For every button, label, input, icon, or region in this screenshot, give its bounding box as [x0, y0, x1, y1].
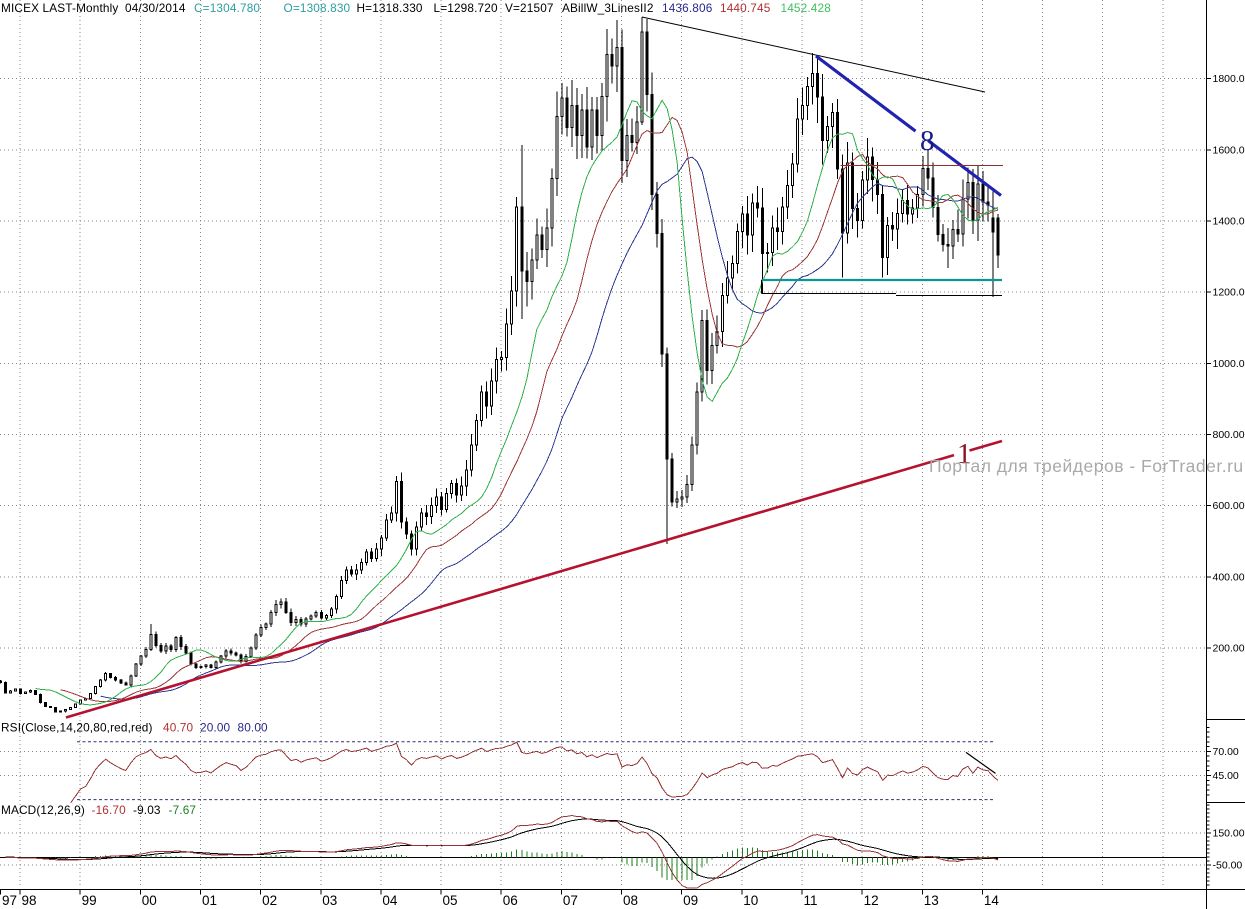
svg-text:01: 01: [202, 893, 217, 908]
svg-text:04/30/2014: 04/30/2014: [125, 1, 186, 15]
svg-text:H=1318.330: H=1318.330: [357, 1, 423, 15]
svg-text:1: 1: [957, 438, 972, 470]
svg-text:12: 12: [864, 893, 879, 908]
svg-text:1440.745: 1440.745: [720, 1, 771, 15]
svg-text:70.00: 70.00: [1213, 746, 1239, 758]
svg-text:14: 14: [984, 893, 1000, 908]
svg-text:99: 99: [82, 893, 97, 908]
svg-text:13: 13: [924, 893, 939, 908]
svg-text:MICEX LAST-Monthly: MICEX LAST-Monthly: [1, 1, 118, 15]
svg-text:80.00: 80.00: [238, 721, 269, 735]
svg-text:45.00: 45.00: [1213, 770, 1239, 782]
svg-text:1800.00: 1800.00: [1213, 73, 1245, 85]
svg-text:200.00: 200.00: [1213, 643, 1245, 655]
svg-text:08: 08: [623, 893, 638, 908]
svg-text:-16.70: -16.70: [92, 803, 127, 817]
svg-text:1400.00: 1400.00: [1213, 215, 1245, 227]
svg-text:06: 06: [503, 893, 518, 908]
svg-text:1436.806: 1436.806: [662, 1, 713, 15]
svg-text:400.00: 400.00: [1213, 571, 1245, 583]
svg-text:-7.67: -7.67: [169, 803, 197, 817]
svg-text:40.70: 40.70: [163, 721, 194, 735]
svg-text:1600.00: 1600.00: [1213, 144, 1245, 156]
svg-text:-9.03: -9.03: [133, 803, 161, 817]
svg-text:1000.00: 1000.00: [1213, 358, 1245, 370]
svg-text:MACD(12,26,9): MACD(12,26,9): [1, 803, 85, 817]
svg-text:V=21507: V=21507: [505, 1, 554, 15]
svg-text:600.00: 600.00: [1213, 500, 1245, 512]
svg-text:C=1304.780: C=1304.780: [194, 1, 260, 15]
svg-text:8: 8: [920, 125, 935, 157]
svg-text:04: 04: [382, 893, 398, 908]
svg-text:98: 98: [22, 893, 37, 908]
svg-text:03: 03: [322, 893, 337, 908]
svg-text:RSI(Close,14,20,80,red,red): RSI(Close,14,20,80,red,red): [1, 721, 153, 735]
svg-text:97: 97: [2, 893, 17, 908]
svg-text:07: 07: [563, 893, 578, 908]
svg-text:O=1308.830: O=1308.830: [284, 1, 351, 15]
svg-text:1200.00: 1200.00: [1213, 287, 1245, 299]
svg-text:-50.00: -50.00: [1213, 860, 1243, 872]
svg-text:20.00: 20.00: [200, 721, 231, 735]
svg-text:02: 02: [262, 893, 277, 908]
svg-text:L=1298.720: L=1298.720: [434, 1, 498, 15]
svg-text:ABillW_3LinesII2: ABillW_3LinesII2: [562, 1, 654, 15]
svg-text:09: 09: [683, 893, 698, 908]
svg-text:05: 05: [443, 893, 458, 908]
svg-text:150.00: 150.00: [1213, 828, 1245, 840]
svg-text:800.00: 800.00: [1213, 429, 1245, 441]
svg-text:Портал для трейдеров - ForTrad: Портал для трейдеров - ForTrader.ru: [929, 456, 1244, 476]
svg-text:1452.428: 1452.428: [781, 1, 832, 15]
svg-text:11: 11: [803, 893, 817, 908]
svg-text:10: 10: [743, 893, 758, 908]
svg-text:00: 00: [142, 893, 157, 908]
